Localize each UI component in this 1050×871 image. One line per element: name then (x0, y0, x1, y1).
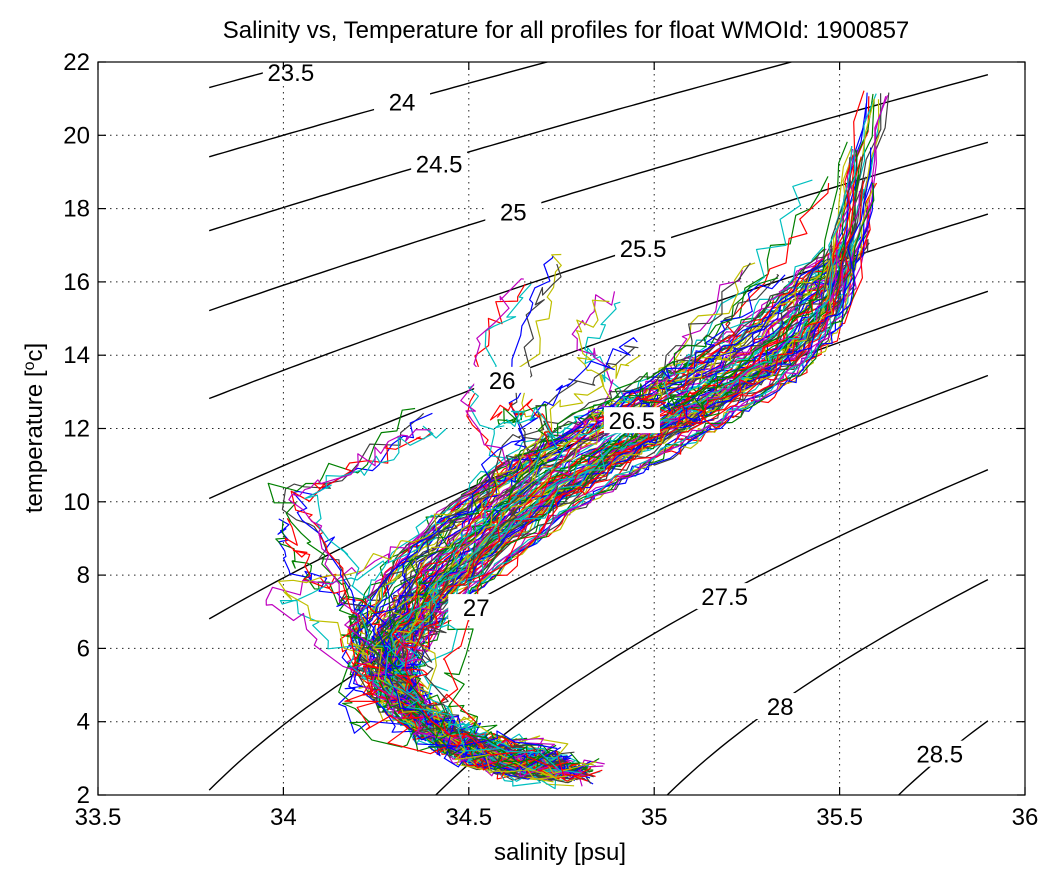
profile-line (288, 429, 531, 762)
profile-line (403, 182, 878, 782)
x-tick-label: 33.5 (75, 804, 122, 831)
density-contour-label: 25.5 (620, 236, 667, 263)
y-axis-label-unit: c] (21, 343, 48, 362)
profile-line (275, 520, 525, 775)
density-contour-line (208, 62, 794, 232)
density-contour-label: 28.5 (916, 742, 963, 769)
density-contour-label: 28 (767, 694, 794, 721)
contour-label-background (262, 58, 319, 85)
y-tick-label: 10 (63, 489, 90, 516)
x-tick-label: 34 (270, 804, 297, 831)
density-contour-label: 25 (500, 199, 527, 226)
x-tick-label: 34.5 (445, 804, 492, 831)
density-contour-label: 23.5 (267, 60, 314, 87)
y-axis-label: temperature [oc] (21, 343, 49, 513)
x-tick-label: 35 (641, 804, 668, 831)
contour-label-background (603, 407, 660, 434)
density-contour-label: 27.5 (701, 584, 748, 611)
contour-label-background (374, 88, 431, 115)
profiles (265, 90, 890, 790)
density-contour-label: 26 (489, 368, 516, 395)
y-tick-label: 6 (77, 635, 90, 662)
profile-line (383, 299, 622, 780)
profile-line (386, 145, 853, 774)
contour-label-background (474, 366, 531, 393)
profile-line (385, 190, 858, 790)
x-axis-ticks: 33.5 34 34.5 35 35.5 36 (75, 62, 1039, 831)
profile-line (374, 337, 638, 750)
density-contour-line (666, 578, 989, 795)
x-axis-label: salinity [psu] (494, 839, 626, 866)
y-tick-label: 8 (77, 562, 90, 589)
density-contour-label: 24 (389, 89, 416, 116)
profile-line (371, 354, 641, 778)
density-contour-label: 24.5 (416, 152, 463, 179)
profile-line (392, 398, 569, 768)
density-contour-label: 26.5 (609, 408, 656, 435)
x-tick-label: 35.5 (816, 804, 863, 831)
chart-title: Salinity vs, Temperature for all profile… (223, 17, 910, 44)
y-tick-label: 12 (63, 416, 90, 443)
profile-line (304, 425, 549, 755)
y-tick-label: 20 (63, 122, 90, 149)
y-tick-label: 18 (63, 196, 90, 223)
contour-label-background (696, 583, 753, 610)
profile-line (265, 448, 541, 774)
profile-line (376, 141, 848, 767)
profile-line (384, 407, 563, 773)
y-axis-label-sup: o (21, 361, 38, 370)
profile-line (417, 179, 813, 775)
density-contour-labels: 23.5 24 24.5 25 25.5 26 26.5 27 27.5 28 28.5 (262, 58, 968, 769)
profile-line (392, 253, 569, 762)
y-tick-label: 14 (63, 342, 90, 369)
y-tick-label: 4 (77, 709, 90, 736)
contour-label-background (615, 234, 672, 261)
y-tick-label: 22 (63, 49, 90, 76)
density-contour-line (208, 374, 989, 791)
profile-line (368, 345, 639, 768)
y-tick-label: 16 (63, 269, 90, 296)
contour-label-background (411, 150, 468, 177)
y-tick-label: 2 (77, 782, 90, 809)
contour-label-background (448, 594, 505, 621)
density-contour-label: 27 (463, 595, 490, 622)
y-axis-label-main: temperature [ (21, 370, 48, 513)
contour-label-background (752, 693, 809, 720)
contour-label-background (911, 740, 968, 767)
x-tick-label: 36 (1012, 804, 1039, 831)
contour-label-background (485, 198, 542, 225)
